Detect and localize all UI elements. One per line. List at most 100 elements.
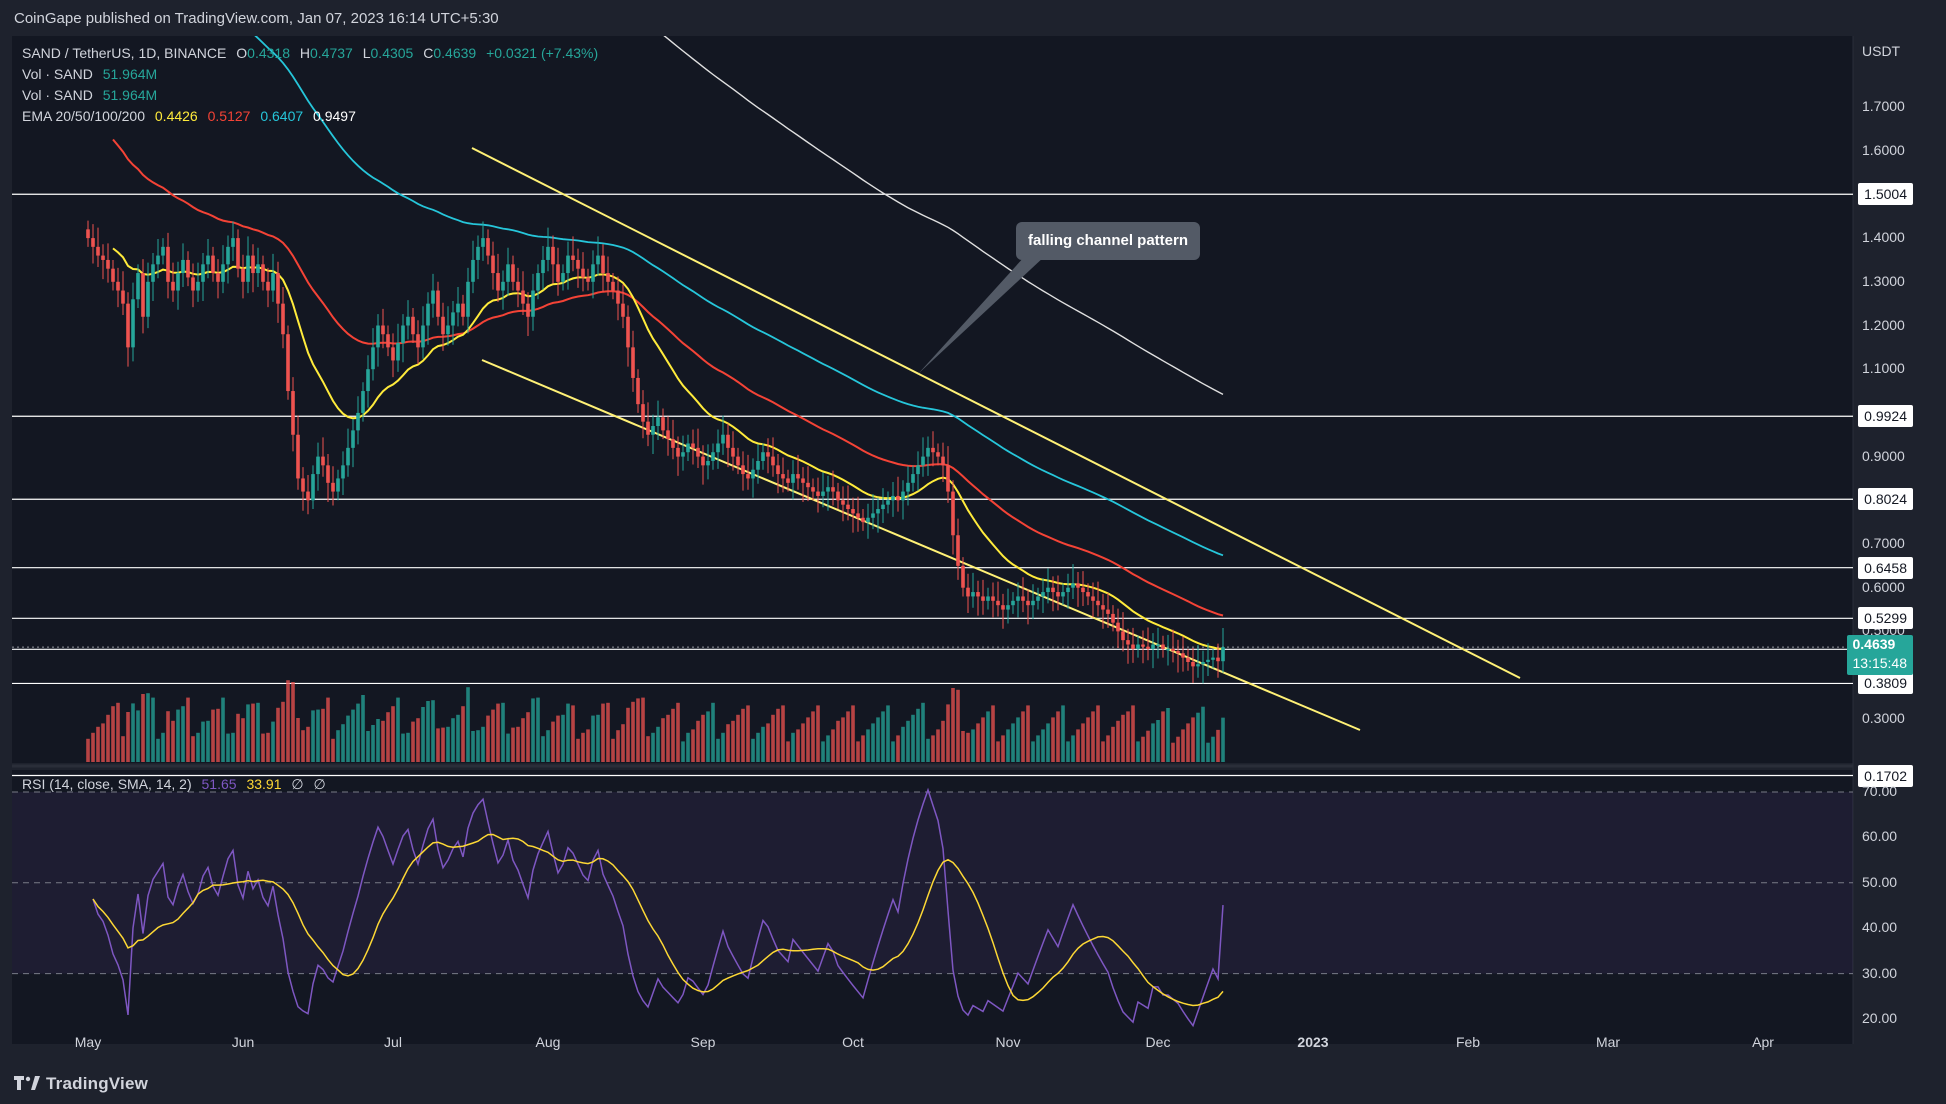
candle-body xyxy=(191,277,195,291)
candle-body xyxy=(321,456,325,466)
candle-body xyxy=(1121,631,1125,641)
volume-bar xyxy=(866,729,870,762)
bar-countdown: 13:15:48 xyxy=(1852,655,1908,672)
candle-body xyxy=(971,592,975,597)
candle-body xyxy=(1156,644,1160,647)
candle-body xyxy=(541,259,545,274)
candle-body xyxy=(796,474,800,479)
candle-body xyxy=(101,255,105,260)
candle-body xyxy=(666,430,670,440)
candle-body xyxy=(506,264,510,282)
currency-label: USDT xyxy=(1862,43,1901,59)
time-axis-tick: Oct xyxy=(842,1034,864,1050)
falling-channel-callout[interactable]: falling channel pattern xyxy=(1016,222,1200,260)
rsi-axis-tick: 20.00 xyxy=(1862,1010,1898,1026)
candle-body xyxy=(441,316,445,335)
volume-bar xyxy=(511,727,515,762)
volume-bar xyxy=(676,702,680,762)
candle-body xyxy=(976,592,980,597)
volume-bar xyxy=(241,718,245,762)
volume-value: 51.964M xyxy=(102,87,158,103)
volume-bar xyxy=(136,710,140,762)
ema-label[interactable]: EMA 20/50/100/200 xyxy=(22,108,145,124)
candle-body xyxy=(111,268,115,282)
volume-bar xyxy=(1111,726,1115,762)
volume-bar xyxy=(176,709,180,762)
volume-bars xyxy=(86,680,1225,762)
candle-body xyxy=(1201,661,1205,665)
volume-bar xyxy=(646,736,650,762)
volume-bar xyxy=(106,714,110,762)
ema20-line xyxy=(112,247,1224,650)
volume-bar xyxy=(1066,741,1070,762)
candle-body xyxy=(661,417,665,431)
volume-bar xyxy=(616,730,620,762)
volume-bar xyxy=(751,738,755,762)
candle-body xyxy=(901,491,905,501)
candle-body xyxy=(961,565,965,588)
candle-body xyxy=(86,229,90,239)
volume-bar xyxy=(791,732,795,762)
volume-bar xyxy=(831,729,835,762)
volume-bar xyxy=(816,705,820,762)
candle-body xyxy=(1111,613,1115,623)
volume-bar xyxy=(426,701,430,762)
candle-body xyxy=(296,434,300,479)
candle-body xyxy=(616,290,620,304)
price-axis-tick: 1.1000 xyxy=(1862,360,1905,377)
candle-body xyxy=(491,255,495,274)
volume-bar xyxy=(316,709,320,762)
candle-body xyxy=(896,495,900,501)
volume-bar xyxy=(691,729,695,762)
volume-bar xyxy=(971,729,975,762)
candle-body xyxy=(336,478,340,492)
candle-body xyxy=(431,290,435,304)
tradingview-logo[interactable]: TradingView xyxy=(14,1074,148,1094)
candle-body xyxy=(1026,600,1030,606)
candle-body xyxy=(651,426,655,435)
volume-bar xyxy=(86,738,90,762)
candle-body xyxy=(126,303,130,348)
ema-legend: EMA 20/50/100/200 0.4426 0.5127 0.6407 0… xyxy=(22,108,362,124)
volume-bar xyxy=(736,714,740,762)
candle-body xyxy=(586,277,590,282)
volume-bar xyxy=(881,711,885,762)
candle-body xyxy=(326,465,330,483)
volume-bar xyxy=(1201,706,1205,762)
candle-body xyxy=(676,447,680,457)
price-axis-tick: 1.7000 xyxy=(1862,98,1905,114)
volume-bar xyxy=(681,741,685,762)
volume-bar xyxy=(591,715,595,762)
volume-label[interactable]: Vol · SAND xyxy=(22,66,93,82)
high-label: H xyxy=(299,45,310,61)
rsi-label[interactable]: RSI (14, close, SMA, 14, 2) xyxy=(22,776,192,792)
volume-bar xyxy=(716,738,720,762)
rsi-legend: RSI (14, close, SMA, 14, 2) 51.65 33.91 … xyxy=(22,776,332,793)
volume-bar xyxy=(1151,723,1155,762)
volume-bar xyxy=(541,736,545,762)
volume-bar xyxy=(491,709,495,762)
volume-legend-2: Vol · SAND 51.964M xyxy=(22,87,163,103)
candle-body xyxy=(766,452,770,457)
candle-body xyxy=(1181,653,1185,658)
volume-bar xyxy=(1071,735,1075,762)
candle-body xyxy=(1046,587,1050,593)
volume-bar xyxy=(216,708,220,762)
candle-body xyxy=(566,255,570,274)
volume-bar xyxy=(701,714,705,762)
callout-pointer xyxy=(918,256,1045,374)
candle-body xyxy=(116,281,120,291)
volume-label[interactable]: Vol · SAND xyxy=(22,87,93,103)
candle-body xyxy=(486,238,490,256)
volume-bar xyxy=(1166,708,1170,762)
volume-bar xyxy=(246,704,250,762)
volume-bar xyxy=(526,712,530,762)
candle-body xyxy=(856,513,860,518)
candle-body xyxy=(1176,651,1180,654)
candle-body xyxy=(226,246,230,265)
symbol-name[interactable]: SAND / TetherUS, 1D, BINANCE xyxy=(22,45,227,61)
volume-bar xyxy=(586,729,590,762)
candle-body xyxy=(716,443,720,453)
candle-body xyxy=(841,500,845,505)
